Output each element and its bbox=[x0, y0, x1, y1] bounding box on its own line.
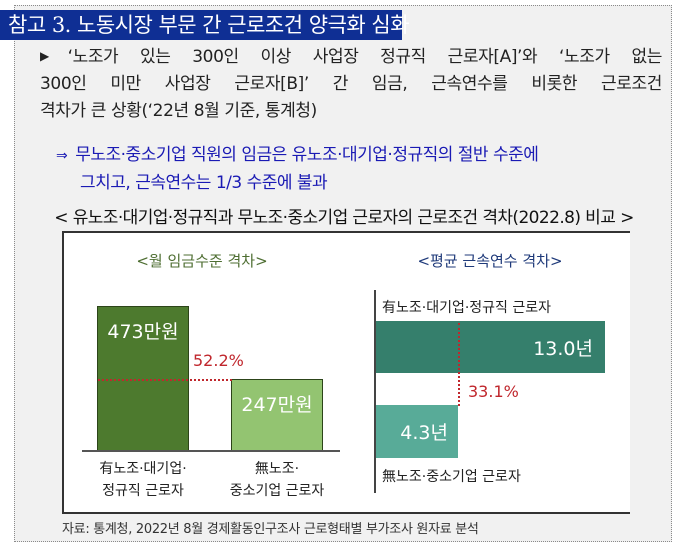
tenure-label-union: 有노조·대기업·정규직 근로자 bbox=[382, 300, 552, 316]
wage-bar-nonunion: 247만원 bbox=[231, 379, 323, 451]
wage-chart-baseline bbox=[82, 450, 340, 452]
wage-value-nonunion: 247만원 bbox=[241, 394, 313, 416]
bullet-triangle-icon: ▶ bbox=[40, 49, 66, 63]
wage-chart-title: <월 임금수준 격차> bbox=[136, 252, 268, 270]
tenure-gap-line bbox=[458, 323, 460, 406]
summary-line-2: 300인 미만 사업장 근로자[B]’ 간 임금, 근속연수를 비롯한 근로조건 bbox=[40, 74, 662, 94]
summary-paragraph: ▶ ‘노조가 있는 300인 이상 사업장 정규직 근로자[A]’와 ‘노조가 없… bbox=[40, 44, 662, 125]
wage-gap-percent: 52.2% bbox=[193, 351, 244, 370]
wage-gap-line bbox=[98, 379, 232, 381]
tenure-bar-union: 13.0년 bbox=[376, 321, 605, 373]
wage-xlabel-union: 有노조·대기업· 정규직 근로자 bbox=[99, 461, 187, 499]
tenure-label-nonunion: 無노조·중소기업 근로자 bbox=[382, 469, 521, 485]
conclusion-line-2: 그치고, 근속연수는 1/3 수준에 불과 bbox=[80, 173, 328, 193]
conclusion-line-1: ⇒ 무노조·중소기업 직원의 임금은 유노조·대기업·정규직의 절반 수준에 bbox=[56, 145, 539, 165]
tenure-value-nonunion: 4.3년 bbox=[400, 422, 448, 444]
summary-line-3: 격차가 큰 상황(‘22년 8월 기준, 통계청) bbox=[40, 101, 317, 121]
figure-caption: < 유노조·대기업·정규직과 무노조·중소기업 근로자의 근로조건 격차(202… bbox=[54, 208, 634, 228]
summary-line-1: ▶ ‘노조가 있는 300인 이상 사업장 정규직 근로자[A]’와 ‘노조가 없… bbox=[40, 47, 662, 67]
tenure-chart-axis bbox=[374, 290, 376, 493]
wage-xlabel-nonunion: 無노조· 중소기업 근로자 bbox=[229, 461, 325, 499]
tenure-bar-nonunion: 4.3년 bbox=[376, 405, 458, 458]
conclusion-text: ⇒ 무노조·중소기업 직원의 임금은 유노조·대기업·정규직의 절반 수준에 그치… bbox=[56, 141, 666, 197]
tenure-gap-percent: 33.1% bbox=[468, 382, 519, 401]
section-title: 참고 3. 노동시장 부문 간 근로조건 양극화 심화 bbox=[0, 10, 410, 40]
tenure-value-union: 13.0년 bbox=[533, 337, 593, 360]
tenure-chart-title: <평균 근속연수 격차> bbox=[417, 252, 563, 270]
arrow-right-icon: ⇒ bbox=[56, 148, 68, 164]
source-note: 자료: 통계청, 2022년 8월 경제활동인구조사 근로형태별 부가조사 원자… bbox=[62, 522, 479, 537]
wage-value-union: 473만원 bbox=[107, 321, 179, 343]
wage-bar-union: 473만원 bbox=[97, 306, 189, 451]
